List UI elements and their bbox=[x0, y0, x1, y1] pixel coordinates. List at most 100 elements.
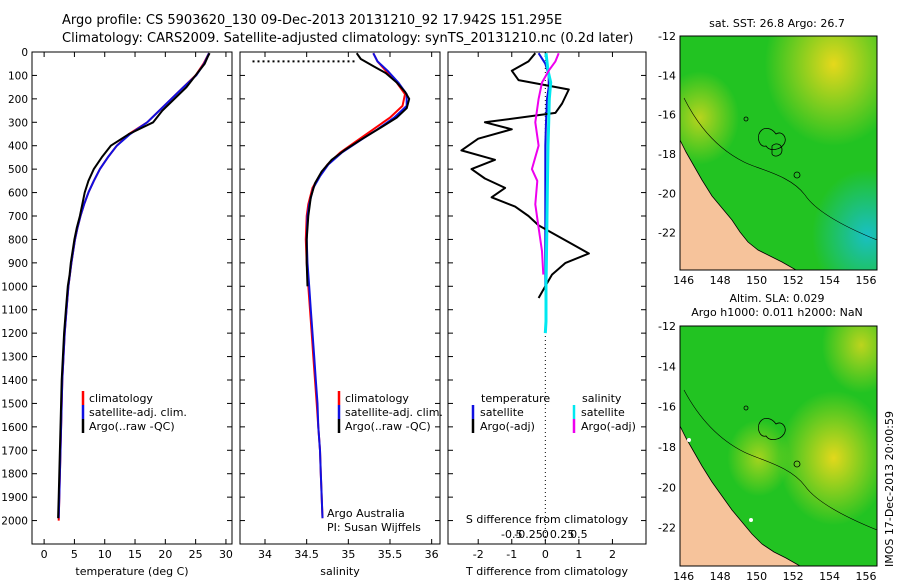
difference-panel-frame bbox=[447, 51, 647, 545]
depth-tick-label: 1200 bbox=[1, 328, 28, 340]
salinity-x-tick-label: 35.5 bbox=[378, 548, 403, 561]
sst-lat-tick-label: -22 bbox=[658, 227, 676, 240]
sla-lat-tick-label: -12 bbox=[658, 320, 676, 333]
sla-lon-tick-label: 156 bbox=[856, 570, 877, 580]
header-line-1: Argo profile: CS 5903620_130 09-Dec-2013… bbox=[62, 13, 562, 28]
sla-argo-marker bbox=[749, 518, 753, 522]
legend-label-temp-satellite: satellite bbox=[480, 406, 524, 419]
sla-lon-tick-label: 148 bbox=[710, 570, 731, 580]
sla-lon-tick-label: 152 bbox=[783, 570, 804, 580]
difference-series-temperature-argo-adj- bbox=[460, 52, 590, 299]
sla-map bbox=[680, 326, 877, 566]
temperature-x-tick-label: 15 bbox=[128, 548, 142, 561]
difference-x2-tick-label: -0.25 bbox=[514, 528, 542, 541]
legend-label-temp-argo: Argo(-adj) bbox=[480, 420, 535, 433]
temperature-series-satellite-adj-clim- bbox=[57, 52, 210, 519]
difference-x-tick-label: -1 bbox=[506, 548, 517, 561]
sla-lat-tick-label: -14 bbox=[658, 360, 676, 373]
temperature-x-tick-label: 0 bbox=[41, 548, 48, 561]
sla-depth-contour bbox=[683, 389, 877, 531]
salinity-legend: climatology satellite-adj. clim. Argo(..… bbox=[337, 391, 443, 433]
temperature-panel-frame bbox=[31, 51, 233, 545]
sst-lat-tick-label: -18 bbox=[658, 148, 676, 161]
difference-legend: temperature salinity satellite Argo(-adj… bbox=[471, 392, 636, 433]
sst-lat-tick-label: -16 bbox=[658, 109, 676, 122]
difference-x-tick-label: 2 bbox=[609, 548, 616, 561]
temperature-series-climatology bbox=[57, 52, 210, 521]
temperature-x-tick-label: 5 bbox=[71, 548, 78, 561]
legend-label-argo: Argo(..raw -QC) bbox=[89, 420, 175, 433]
depth-tick-label: 600 bbox=[8, 188, 28, 200]
difference-x2-axis-label: S difference from climatology bbox=[466, 513, 629, 526]
legend-head-temperature: temperature bbox=[481, 392, 550, 405]
sst-lon-tick-label: 148 bbox=[710, 274, 731, 287]
difference-x2-tick-label: 0 bbox=[542, 528, 549, 541]
temperature-x-tick-label: 10 bbox=[98, 548, 112, 561]
depth-tick-label: 1100 bbox=[1, 305, 28, 317]
temperature-x-tick-label: 20 bbox=[158, 548, 172, 561]
sla-lat-tick-label: -16 bbox=[658, 401, 676, 414]
depth-tick-label: 500 bbox=[8, 164, 28, 176]
salinity-x-tick-label: 35 bbox=[341, 548, 355, 561]
temperature-legend: climatology satellite-adj. clim. Argo(..… bbox=[81, 391, 187, 433]
sla-map-frame bbox=[679, 325, 878, 567]
depth-tick-label: 0 bbox=[21, 47, 28, 59]
sla-lon-tick-label: 146 bbox=[673, 570, 694, 580]
depth-tick-label: 1000 bbox=[1, 281, 28, 293]
depth-tick-label: 1700 bbox=[1, 445, 28, 457]
depth-tick-label: 700 bbox=[8, 211, 28, 223]
legend-label-sal-satellite: satellite bbox=[581, 406, 625, 419]
sla-lon-tick-label: 154 bbox=[819, 570, 840, 580]
sst-lon-tick-label: 152 bbox=[783, 274, 804, 287]
depth-tick-label: 1400 bbox=[1, 375, 28, 387]
credit-line-1: Argo Australia bbox=[327, 507, 405, 520]
temperature-series-argo-raw-qc- bbox=[57, 52, 211, 519]
difference-x-axis-label: T difference from climatology bbox=[465, 565, 628, 578]
difference-x2-tick-label: 0.25 bbox=[550, 528, 575, 541]
sla-lat-tick-label: -18 bbox=[658, 441, 676, 454]
sst-reef-dot bbox=[793, 171, 801, 179]
header-line-2: Climatology: CARS2009. Satellite-adjuste… bbox=[62, 31, 634, 46]
imos-timestamp: IMOS 17-Dec-2013 20:00:59 bbox=[883, 411, 896, 567]
depth-tick-label: 800 bbox=[8, 234, 28, 246]
difference-x2-tick-label: 0.5 bbox=[570, 528, 588, 541]
sst-lat-tick-label: -14 bbox=[658, 69, 676, 82]
depth-tick-label: 1300 bbox=[1, 352, 28, 364]
sla-lon-tick-label: 150 bbox=[746, 570, 767, 580]
difference-x2-tick-label: -0.5 bbox=[501, 528, 522, 541]
sst-map bbox=[680, 36, 877, 270]
sst-depth-contour bbox=[683, 97, 877, 241]
sst-map-title: sat. SST: 26.8 Argo: 26.7 bbox=[709, 17, 845, 30]
depth-tick-label: 2000 bbox=[1, 516, 28, 528]
sst-reef-outline bbox=[758, 128, 786, 150]
sla-argo-marker bbox=[687, 438, 691, 442]
depth-tick-label: 900 bbox=[8, 258, 28, 270]
sst-map-frame bbox=[679, 35, 878, 271]
difference-x-tick-label: 1 bbox=[575, 548, 582, 561]
sla-map-title: Altim. SLA: 0.029 bbox=[729, 292, 824, 305]
salinity-x-tick-label: 36 bbox=[425, 548, 439, 561]
difference-series-salinity-satellite bbox=[543, 53, 553, 334]
legend-head-salinity: salinity bbox=[582, 392, 622, 405]
depth-tick-label: 100 bbox=[8, 70, 28, 82]
sst-land-queensland bbox=[680, 139, 797, 270]
sla-map-subtitle: Argo h1000: 0.011 h2000: NaN bbox=[691, 306, 863, 319]
temperature-x-tick-label: 25 bbox=[189, 548, 203, 561]
sst-lon-tick-label: 154 bbox=[819, 274, 840, 287]
sla-reef-dot bbox=[743, 405, 749, 411]
depth-tick-label: 400 bbox=[8, 141, 28, 153]
credit-line-2: PI: Susan Wijffels bbox=[327, 521, 421, 534]
sla-land-queensland bbox=[680, 425, 801, 566]
sst-reef-outline-2 bbox=[771, 143, 783, 157]
depth-tick-label: 300 bbox=[8, 117, 28, 129]
sst-lon-tick-label: 150 bbox=[746, 274, 767, 287]
difference-x-tick-label: 0 bbox=[542, 548, 549, 561]
legend-label-satellite: satellite-adj. clim. bbox=[89, 406, 187, 419]
sst-lon-tick-label: 156 bbox=[856, 274, 877, 287]
legend-label-satellite: satellite-adj. clim. bbox=[345, 406, 443, 419]
salinity-series-argo-raw-qc- bbox=[305, 52, 411, 287]
sst-reef-dot bbox=[743, 116, 749, 122]
salinity-x-tick-label: 34 bbox=[258, 548, 272, 561]
salinity-x-tick-label: 34.5 bbox=[294, 548, 319, 561]
